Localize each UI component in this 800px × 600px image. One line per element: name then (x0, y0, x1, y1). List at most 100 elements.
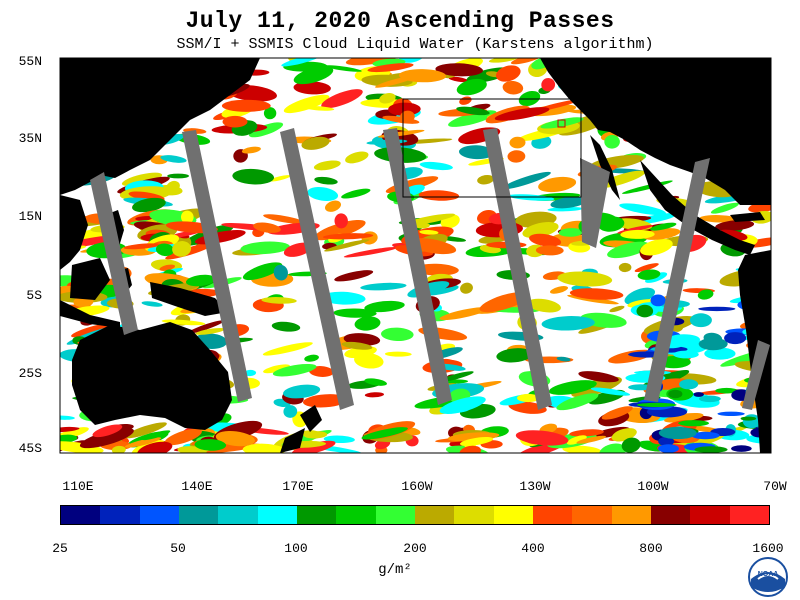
cloud-blob (517, 393, 540, 403)
cloud-blob (621, 437, 641, 453)
cloud-blob (322, 233, 374, 240)
cloud-blob (419, 229, 439, 235)
cloud-blob (167, 173, 190, 179)
colorbar-swatch (178, 506, 219, 524)
cloud-blob (678, 420, 709, 427)
cloud-blob (367, 63, 414, 73)
cloud-blob (320, 291, 366, 305)
cloud-blob (215, 430, 255, 447)
cloud-blob (132, 197, 166, 213)
cloud-blob (637, 269, 661, 280)
cloud-blob (301, 136, 330, 150)
colorbar-swatch (139, 506, 179, 524)
cloud-blob (364, 392, 384, 398)
colorbar-tick-label: 400 (521, 541, 545, 556)
colorbar-swatch (532, 506, 573, 524)
cloud-blob (691, 431, 720, 440)
cloud-blob (507, 150, 526, 163)
colorbar-swatch (218, 506, 258, 524)
cloud-blob (515, 430, 569, 446)
cloud-blob (634, 263, 659, 273)
cloud-blob (263, 214, 305, 224)
cloud-blob (601, 406, 633, 420)
lat-label: 55N (18, 54, 42, 69)
cloud-blob (325, 200, 341, 212)
cloud-blob (541, 316, 595, 331)
cloud-blob (341, 188, 371, 199)
cloud-blob (242, 443, 286, 453)
cloud-blob (195, 327, 226, 335)
cloud-blob (590, 387, 631, 396)
cloud-blob (341, 341, 373, 350)
lon-label: 140E (181, 479, 213, 494)
marker-box (557, 119, 566, 128)
cloud-blob (658, 444, 679, 453)
cloud-blob (364, 300, 405, 313)
cloud-blob (715, 220, 755, 231)
cloud-blob (222, 115, 248, 128)
cloud-blob (547, 207, 584, 212)
cloud-blob (439, 396, 486, 414)
cloud-blob (538, 176, 577, 193)
cloud-blob (576, 435, 606, 444)
cloud-blob (698, 337, 728, 351)
cloud-blob (221, 99, 271, 112)
cloud-blob (435, 63, 483, 77)
cloud-blob (263, 364, 290, 374)
cloud-blob (71, 323, 112, 338)
cloud-blob (697, 289, 714, 300)
cloud-blob (550, 196, 588, 209)
cloud-blob (710, 202, 739, 214)
cloud-blob (535, 245, 564, 256)
cloud-blob (569, 429, 604, 437)
noaa-logo-icon: NOAA (748, 557, 788, 597)
cloud-blob (578, 371, 619, 383)
cloud-blob (502, 80, 524, 95)
cloud-blob (273, 264, 288, 281)
cloud-blob (569, 288, 624, 300)
cloud-blob (650, 222, 677, 231)
cloud-blob (314, 219, 366, 241)
cloud-blob (261, 297, 297, 304)
colorbar-swatch (729, 506, 769, 524)
lon-label: 130W (519, 479, 551, 494)
cloud-blob (194, 439, 227, 451)
cloud-blob (658, 436, 675, 447)
lon-label: 70W (763, 479, 787, 494)
cloud-blob (679, 379, 699, 390)
cloud-blob (509, 136, 526, 149)
cloud-blob (308, 366, 334, 377)
cloud-blob (379, 93, 396, 104)
colorbar-swatch (296, 506, 337, 524)
cloud-blob (510, 58, 544, 65)
cloud-blob (303, 431, 328, 439)
cloud-blob (667, 334, 700, 345)
colorbar-swatch (61, 506, 101, 524)
lon-label: 170E (282, 479, 314, 494)
cloud-blob (253, 222, 281, 233)
cloud-blob (636, 402, 677, 407)
cloud-blob (456, 78, 487, 96)
cloud-blob (650, 294, 666, 307)
lon-label: 100W (637, 479, 669, 494)
cloud-blob (232, 168, 275, 185)
cloud-blob (439, 307, 489, 321)
cloud-blob (540, 117, 584, 129)
cloud-blob (334, 270, 374, 282)
cloud-blob (693, 392, 704, 397)
cloud-blob (137, 441, 173, 453)
cloud-blob (419, 161, 453, 171)
cloud-blob (658, 426, 697, 440)
cloud-blob (361, 427, 408, 440)
cloud-blob (302, 394, 348, 408)
cloud-blob (522, 222, 559, 238)
cloud-blob (60, 426, 80, 433)
cloud-blob (556, 356, 571, 362)
cloud-blob (488, 58, 519, 63)
cloud-blob (740, 416, 757, 421)
lat-label: 25S (18, 366, 42, 381)
cloud-blob (640, 238, 673, 256)
cloud-blob (598, 216, 625, 232)
colorbar-swatch (375, 506, 415, 524)
